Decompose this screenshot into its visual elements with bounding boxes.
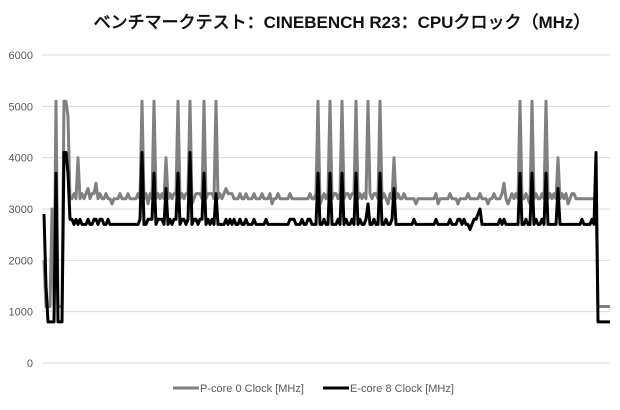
series-lines <box>42 99 610 324</box>
y-axis-ticks: 0 1000 2000 3000 4000 5000 6000 <box>9 50 33 370</box>
y-tick-label: 5000 <box>9 101 33 113</box>
series-line-p-core <box>42 99 610 308</box>
legend-label-p-core: P-core 0 Clock [MHz] <box>200 383 304 395</box>
y-tick-label: 4000 <box>9 153 33 165</box>
series-line-e-core <box>42 151 610 324</box>
y-tick-label: 2000 <box>9 255 33 267</box>
legend-label-e-core: E-core 8 Clock [MHz] <box>350 383 454 395</box>
y-tick-label: 0 <box>27 358 33 370</box>
legend: P-core 0 Clock [MHz] E-core 8 Clock [MHz… <box>173 383 454 395</box>
y-tick-label: 6000 <box>9 50 33 62</box>
y-tick-label: 1000 <box>9 307 33 319</box>
gridlines <box>42 54 610 364</box>
chart-title: ベンチマークテスト：CINEBENCH R23：CPUクロック（MHz） <box>94 12 591 32</box>
y-tick-label: 3000 <box>9 204 33 216</box>
